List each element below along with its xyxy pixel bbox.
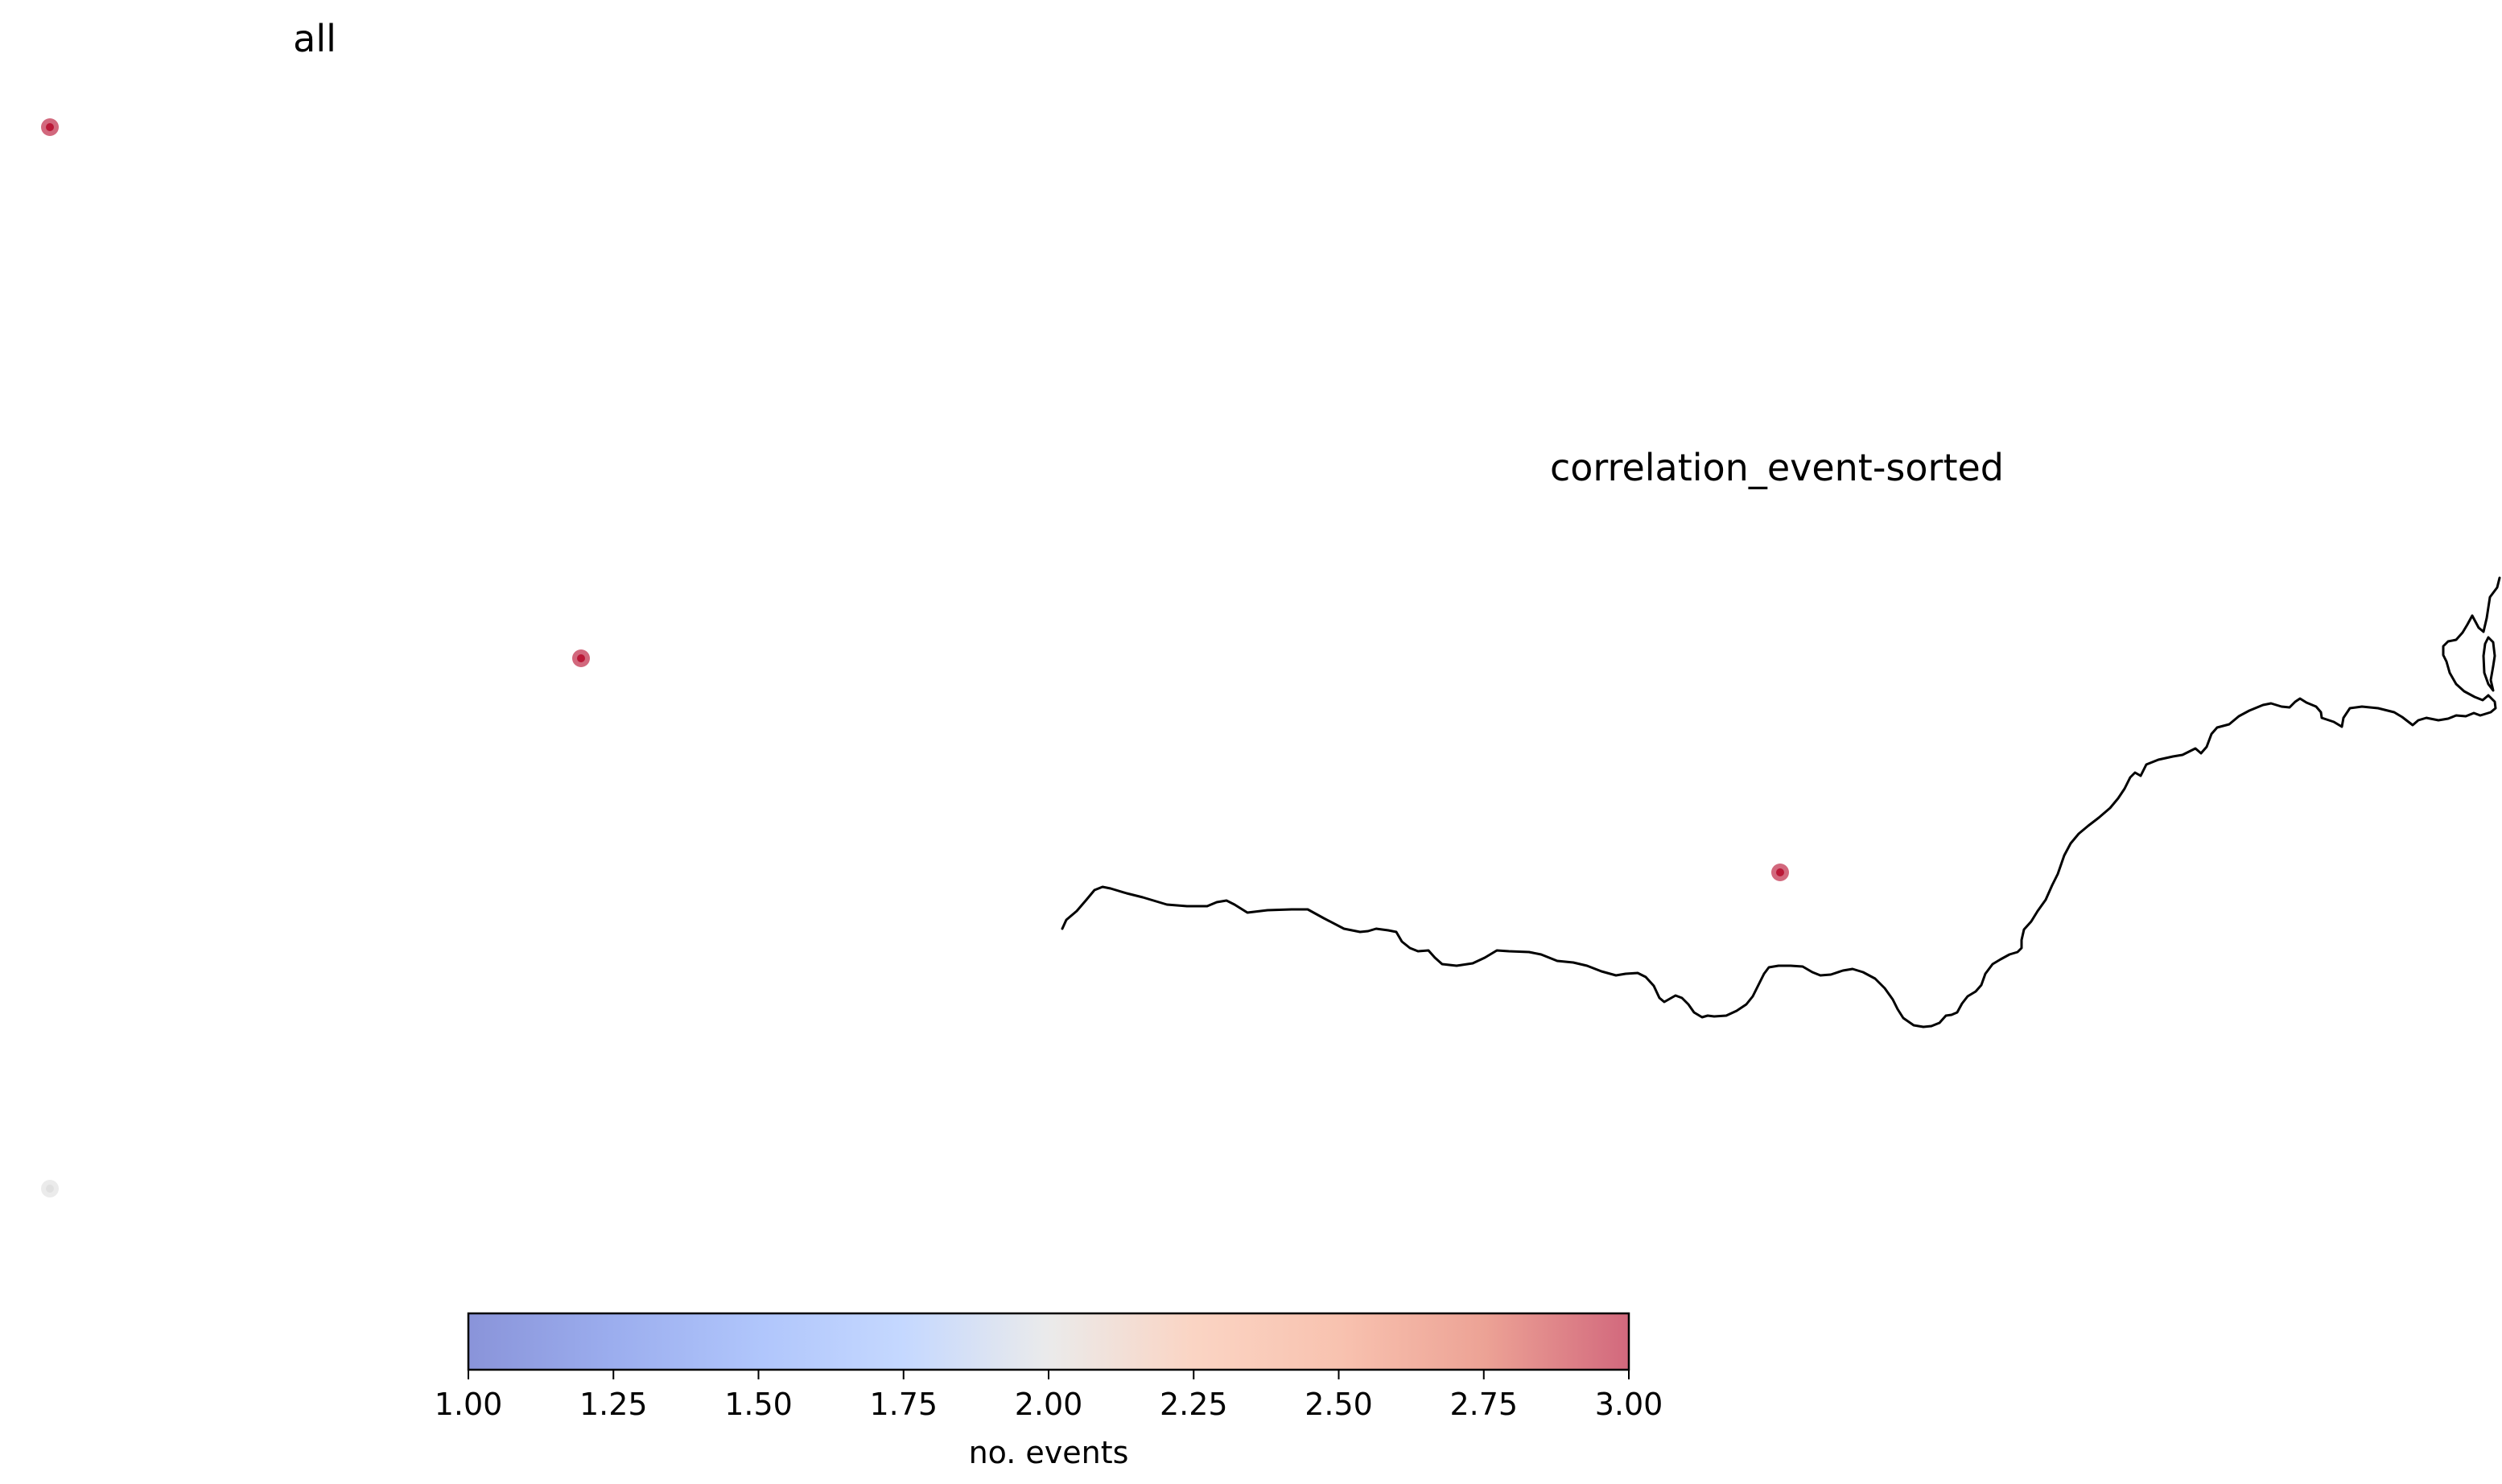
- event-marker-core: [46, 123, 54, 131]
- colorbar: 1.00 1.25 1.50 1.75 2.00 2.25 2.50 2.75 3.00 no.…: [435, 1312, 1663, 1470]
- coastline-main: [1061, 576, 2501, 1028]
- colorbar-tick-label: 2.50: [1305, 1387, 1373, 1422]
- event-marker-core: [1776, 868, 1784, 876]
- colorbar-tick-label: 1.75: [869, 1387, 938, 1422]
- colorbar-tick-label: 1.25: [579, 1387, 648, 1422]
- colorbar-tick-label: 2.75: [1449, 1387, 1518, 1422]
- colorbar-tick-label: 1.00: [435, 1387, 503, 1422]
- panel-title-correlation-event-sorted: correlation_event-sorted: [1550, 446, 2004, 489]
- panel-all: all: [41, 17, 590, 1198]
- panel-correlation-event-sorted: correlation_event-sorted: [1061, 446, 2501, 1028]
- panel-title-all: all: [293, 17, 336, 60]
- colorbar-label: no. events: [969, 1435, 1129, 1470]
- panel-correlation-event-sorted-points: [1771, 864, 1789, 881]
- colorbar-tick-label: 2.25: [1160, 1387, 1228, 1422]
- panel-all-points: [41, 118, 590, 1198]
- colorbar-tick-label: 1.50: [724, 1387, 793, 1422]
- colorbar-ticks: 1.00 1.25 1.50 1.75 2.00 2.25 2.50 2.75 3.00: [435, 1370, 1663, 1422]
- colorbar-tick-label: 3.00: [1595, 1387, 1663, 1422]
- colorbar-gradient: [468, 1313, 1629, 1370]
- coastline-inlet: [2482, 636, 2496, 692]
- event-marker-core: [577, 654, 585, 662]
- colorbar-tick-label: 2.00: [1015, 1387, 1083, 1422]
- event-marker-core: [46, 1185, 54, 1193]
